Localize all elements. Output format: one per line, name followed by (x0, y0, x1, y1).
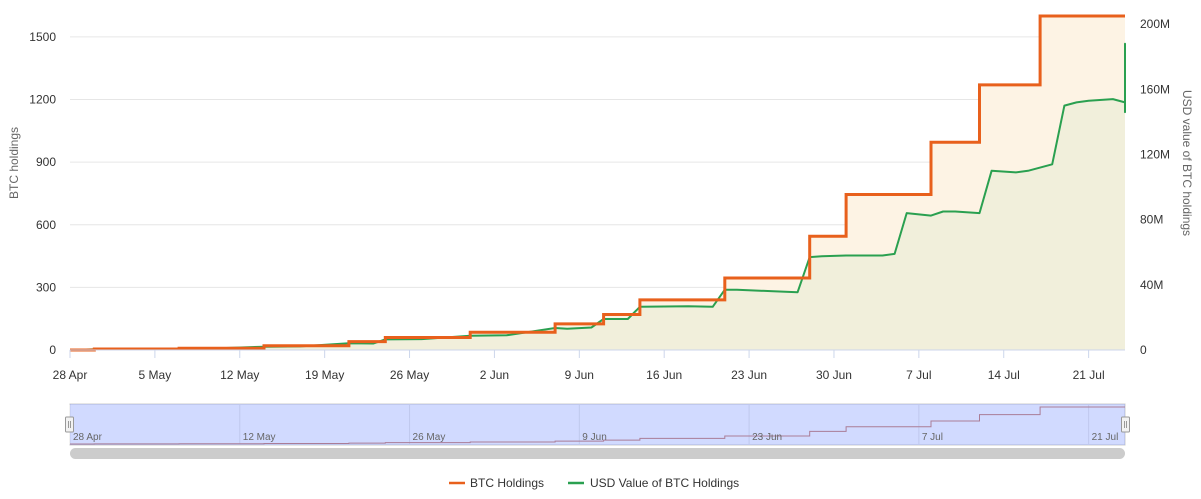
x-tick-label: 12 May (220, 368, 259, 382)
navigator-handle-left[interactable] (65, 416, 74, 433)
x-tick-label: 5 May (139, 368, 172, 382)
y-left-tick-label: 0 (49, 343, 56, 357)
legend: BTC Holdings USD Value of BTC Holdings (449, 476, 739, 490)
x-tick-label: 30 Jun (816, 368, 852, 382)
x-tick-label: 7 Jul (906, 368, 931, 382)
x-tick-label: 14 Jul (988, 368, 1020, 382)
x-tick-label: 23 Jun (731, 368, 767, 382)
y-left-tick-label: 900 (36, 155, 56, 169)
y-right-tick-label: 80M (1140, 213, 1163, 227)
x-axis-ticks: 28 Apr 5 May 12 May 19 May 26 May 2 Jun 9 Jun 1… (53, 350, 1105, 382)
usd-value-area-fill (70, 43, 1125, 350)
navigator-tick-label: 23 Jun (752, 432, 782, 443)
x-tick-label: 16 Jun (646, 368, 682, 382)
y-left-tick-label: 1500 (29, 30, 56, 44)
y-left-tick-label: 300 (36, 280, 56, 294)
legend-label-btc-holdings: BTC Holdings (470, 476, 544, 490)
y-right-tick-label: 160M (1140, 82, 1170, 96)
navigator-handle-right[interactable] (1121, 416, 1130, 433)
usd-value-area (70, 43, 1125, 350)
y-axis-left-ticks: 0 300 600 900 1200 1500 (29, 30, 56, 357)
x-tick-label: 19 May (305, 368, 344, 382)
navigator-tick-label: 7 Jul (922, 432, 943, 443)
navigator-series (70, 406, 1125, 445)
y-axis-right-ticks: 0 40M 80M 120M 160M 200M (1140, 17, 1170, 357)
legend-label-usd-value: USD Value of BTC Holdings (590, 476, 739, 490)
y-right-tick-label: 0 (1140, 343, 1147, 357)
navigator-tick-label: 28 Apr (73, 432, 103, 443)
y-right-tick-label: 120M (1140, 147, 1170, 161)
navigator-tick-label: 12 May (243, 432, 276, 443)
y-left-tick-label: 600 (36, 218, 56, 232)
btc-holdings-series-line (70, 14, 1125, 352)
navigator-selection[interactable] (70, 404, 1125, 445)
x-tick-label: 9 Jun (565, 368, 594, 382)
y-right-tick-label: 40M (1140, 278, 1163, 292)
btc-holdings-line (70, 14, 1125, 352)
plot-area (69, 14, 1126, 352)
y-axis-right-title: USD value of BTC holdings (1180, 90, 1194, 236)
x-tick-label: 28 Apr (53, 368, 88, 382)
y-right-tick-label: 200M (1140, 17, 1170, 31)
y-axis-left-title: BTC holdings (7, 127, 21, 199)
legend-item-btc-holdings[interactable]: BTC Holdings (449, 476, 544, 490)
navigator-tick-label: 21 Jul (1092, 432, 1119, 443)
navigator-btc-line (70, 406, 1125, 445)
x-tick-label: 26 May (390, 368, 429, 382)
x-tick-label: 21 Jul (1073, 368, 1105, 382)
scrollbar-thumb[interactable] (70, 448, 1125, 459)
y-left-tick-label: 1200 (29, 93, 56, 107)
navigator-tick-label: 26 May (413, 432, 446, 443)
navigator-labels: 28 Apr 12 May 26 May 9 Jun 23 Jun 7 Jul 21 Jul (73, 432, 1118, 443)
x-tick-label: 2 Jun (480, 368, 509, 382)
legend-item-usd-value[interactable]: USD Value of BTC Holdings (568, 476, 739, 490)
navigator-tick-label: 9 Jun (582, 432, 606, 443)
navigator[interactable]: 28 Apr 12 May 26 May 9 Jun 23 Jun 7 Jul 21 Jul (65, 403, 1130, 459)
